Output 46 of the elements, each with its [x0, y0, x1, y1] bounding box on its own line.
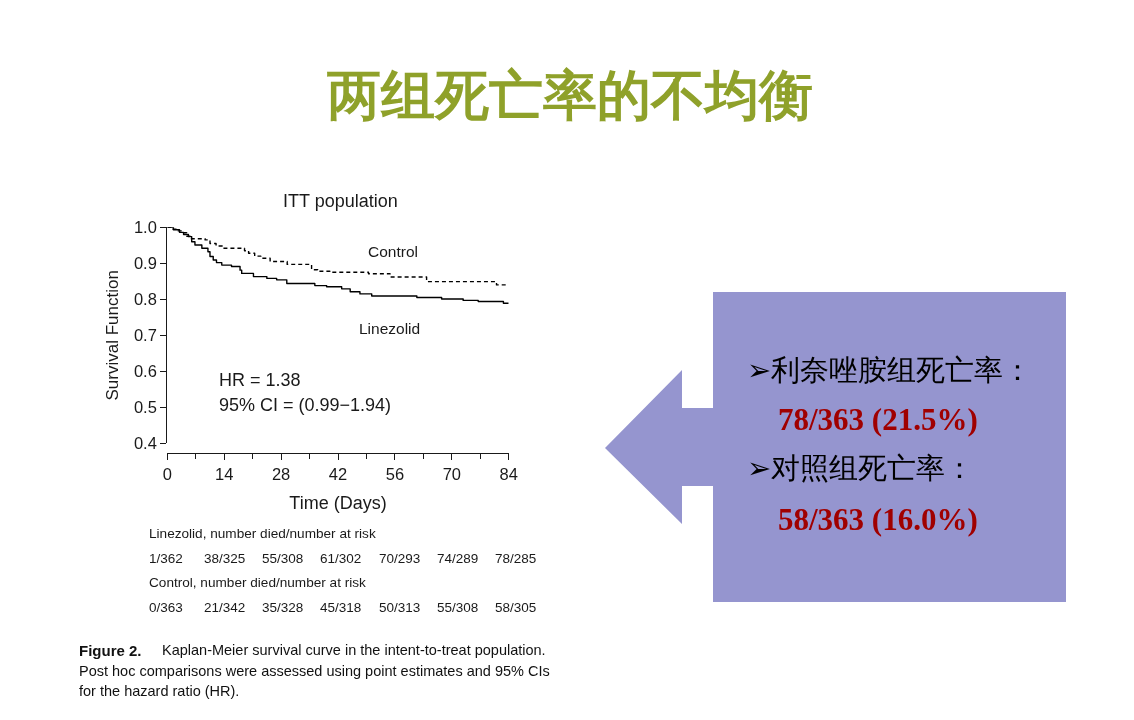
y-axis-title: Survival Function: [103, 270, 123, 401]
text: 55/308: [437, 600, 479, 615]
annotation: HR = 1.38: [219, 370, 301, 390]
text: 70/293: [379, 551, 421, 566]
chart-title: 两组死亡率的不均衡: [326, 63, 813, 127]
y-tick-label: 0.4: [133, 434, 157, 453]
x-tick-label: 70: [442, 465, 461, 484]
x-tick-label: 28: [271, 465, 291, 484]
x-axis-title: Time (Days): [289, 493, 387, 514]
x-tick-label: 56: [385, 465, 405, 484]
text: Control, number died/number at risk: [149, 575, 367, 590]
series-label: Linezolid: [359, 320, 421, 337]
text: 78/285: [495, 551, 537, 566]
x-tick-label: 84: [499, 465, 518, 484]
text: 78/363 (21.5%): [778, 402, 978, 437]
caption: Figure 2.: [79, 642, 142, 659]
text: 21/342: [204, 600, 246, 615]
y-tick-label: 0.7: [133, 326, 157, 345]
text: 61/302: [320, 551, 362, 566]
text: 38/325: [204, 551, 246, 566]
y-tick-label: 0.6: [133, 362, 157, 381]
text: Post hoc comparisons were assessed using point estimates and 95% CIs: [79, 663, 550, 679]
y-tick-label: 0.8: [133, 290, 157, 309]
text: Kaplan-Meier survival curve in the intent-to-treat population.: [162, 642, 546, 658]
text: 58/363 (16.0%): [778, 502, 978, 537]
annotation: 95% CI = (0.99−1.94): [219, 395, 392, 415]
y-tick-label: 0.9: [133, 254, 157, 273]
text: 0/363: [149, 600, 183, 615]
x-tick-label: 14: [215, 465, 234, 484]
text: 58/305: [495, 600, 537, 615]
text: Linezolid, number died/number at risk: [149, 526, 376, 541]
y-tick-label: 0.5: [133, 398, 157, 417]
text: ➢利奈唑胺组死亡率：: [747, 353, 1033, 387]
chart-subtitle: ITT population: [283, 191, 398, 211]
text: 1/362: [149, 551, 183, 566]
text: ➢对照组死亡率：: [747, 451, 975, 485]
text: 45/318: [320, 600, 362, 615]
x-tick-label: 42: [328, 465, 348, 484]
y-tick-label: 1.0: [133, 218, 157, 237]
text: for the hazard ratio (HR).: [79, 683, 240, 699]
x-tick-label: 0: [162, 465, 172, 484]
text: 35/328: [262, 600, 304, 615]
text: 50/313: [379, 600, 421, 615]
text: 74/289: [437, 551, 479, 566]
series-label: Control: [368, 243, 418, 260]
text: 55/308: [262, 551, 304, 566]
